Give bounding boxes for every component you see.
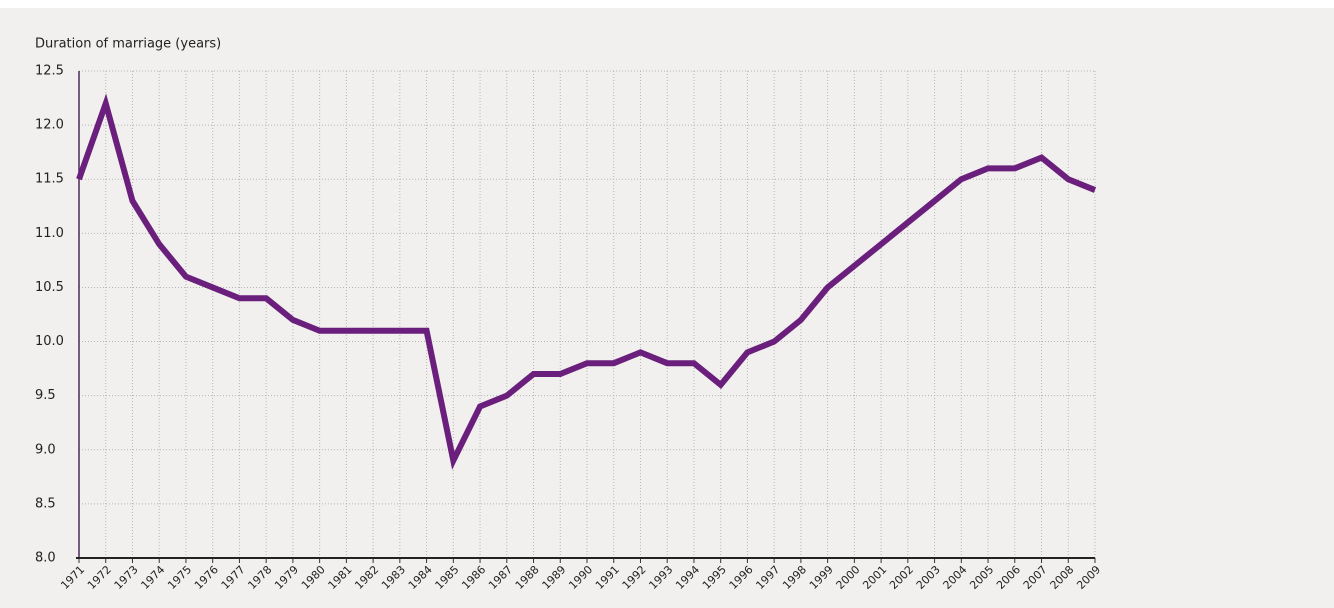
data-line (76, 93, 1097, 470)
y-tick-label: 10.0 (35, 334, 64, 349)
axis-title: Duration of marriage (years) (35, 37, 221, 52)
y-tick-label: 9.5 (35, 388, 56, 403)
y-tick-label: 9.0 (35, 442, 56, 457)
y-tick-label: 12.0 (35, 118, 64, 133)
y-tick-label: 11.5 (35, 172, 64, 187)
y-tick-label: 11.0 (35, 226, 64, 241)
y-tick-label: 10.5 (35, 280, 64, 295)
y-tick-label: 8.5 (35, 496, 56, 511)
y-tick-label: 8.0 (35, 551, 56, 566)
y-tick-label: 12.5 (35, 64, 64, 79)
